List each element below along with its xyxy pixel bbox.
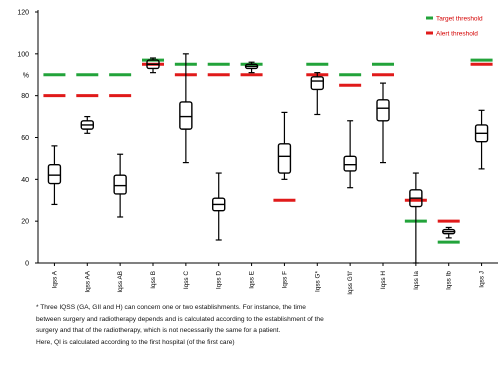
x-tick-label: Iqss A	[51, 270, 58, 288]
y-tick-label: 0	[25, 261, 29, 268]
y-tick-label: 120	[17, 10, 29, 17]
legend-alert-label: Alert threshold	[436, 31, 478, 38]
x-tick-label: Iqss D	[216, 271, 223, 289]
box-iqr	[343, 155, 357, 172]
box-iqr	[113, 174, 127, 195]
y-tick-label: %	[23, 72, 29, 79]
x-tick-label: Iqss J	[479, 271, 486, 288]
footnote-line: surgery and that of the radiotherapy, wh…	[36, 327, 281, 335]
x-tick-label: Iqss G*	[314, 271, 321, 292]
x-tick-label: Iqss H	[380, 271, 387, 289]
x-tick-label: Iqss E	[249, 271, 256, 289]
y-tick-label: 60	[21, 135, 29, 142]
box-iqr	[277, 143, 292, 174]
x-tick-label: Iqss B	[150, 271, 157, 289]
y-tick-label: 100	[17, 51, 29, 58]
x-tick-label: Iqss Ia	[413, 271, 420, 290]
y-tick-label: 20	[21, 219, 29, 226]
footnote-line: Here, QI is calculated according to the …	[36, 338, 235, 346]
box-iqr	[179, 101, 193, 130]
box-iqr	[47, 163, 62, 185]
box-plot-chart: 0 20 40 60 80% 100 120 Iqss A Iqss AA Iqss AB Iqss…	[17, 10, 498, 295]
box-iqr	[376, 99, 390, 122]
chart-canvas: 0 20 40 60 80% 100 120 Iqss A Iqss AA Iqss AB Iqss…	[17, 10, 498, 295]
x-tick-label: Iqss C	[183, 271, 190, 289]
x-tick-label: Iqss G'll'	[347, 271, 354, 295]
box-iqr	[310, 76, 324, 91]
y-tick-label: 40	[21, 177, 29, 184]
legend-target-label: Target threshold	[436, 16, 483, 23]
footnote: * Three IQSS (GA, GII and H) can concern…	[36, 302, 498, 348]
x-tick-label: Iqss AB	[117, 271, 124, 293]
x-tick-label: Iqss AA	[84, 270, 91, 292]
footnote-line: between surgery and radiotherapy depends…	[36, 315, 324, 323]
x-tick-label: Iqss F	[281, 271, 288, 288]
y-tick-label: 80	[21, 93, 29, 100]
footnote-line: * Three IQSS (GA, GII and H) can concern…	[36, 304, 306, 311]
x-tick-label: Iqss Ib	[446, 271, 453, 290]
